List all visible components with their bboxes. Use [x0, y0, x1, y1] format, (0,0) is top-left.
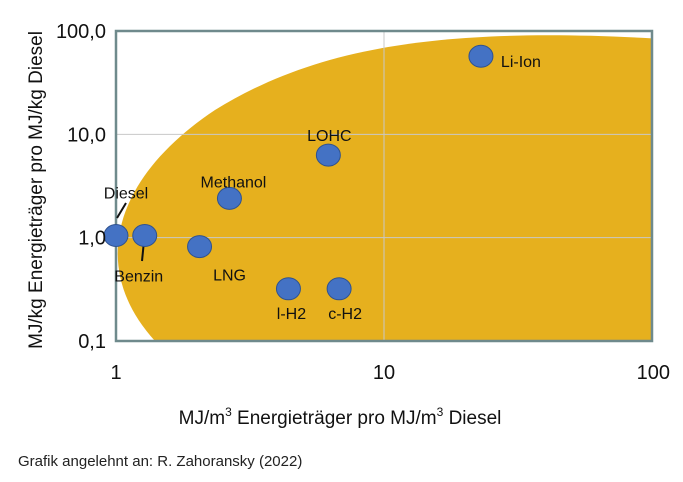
plot-area: Diesel Benzin LNG Methanol LOHC l-H2 c-H2 Li-Io… — [103, 29, 654, 343]
point-label-methanol: Methanol — [201, 174, 267, 191]
y-tick-labels: 0,1 1,0 10,0 100,0 — [56, 21, 106, 353]
point-label-lohc: LOHC — [307, 128, 351, 145]
x-tick-label-10: 10 — [373, 362, 395, 384]
x-axis-title-part-3: Diesel — [443, 408, 501, 429]
point-label-lng: LNG — [213, 268, 246, 285]
y-tick-label-1-0: 1,0 — [78, 228, 106, 250]
plot-frame — [114, 29, 654, 343]
point-label-c-h2: c-H2 — [328, 306, 362, 323]
x-axis-title-superscript-1: 3 — [225, 405, 232, 419]
source-note: Grafik angelehnt an: R. Zahoransky (2022… — [18, 453, 303, 470]
x-axis-title-part-2: Energieträger pro MJ/m — [232, 408, 437, 429]
y-tick-label-100-0: 100,0 — [56, 21, 106, 43]
x-tick-label-100: 100 — [637, 362, 670, 384]
point-li-ion — [468, 44, 494, 68]
x-axis-title: MJ/m3 Energieträger pro MJ/m3 Diesel — [179, 405, 502, 429]
point-label-benzin: Benzin — [114, 268, 163, 285]
y-tick-label-10-0: 10,0 — [67, 124, 106, 146]
point-c-h2 — [326, 277, 352, 301]
point-benzin — [132, 223, 158, 247]
point-lng — [187, 235, 213, 259]
point-lohc — [315, 143, 341, 167]
x-axis-title-superscript-2: 3 — [437, 405, 444, 419]
point-methanol — [216, 186, 242, 210]
y-axis-title: MJ/kg Energieträger pro MJ/kg Diesel — [26, 31, 47, 349]
x-tick-labels: 1 10 100 — [110, 362, 670, 384]
data-point-labels: Diesel Benzin LNG Methanol LOHC l-H2 c-H2 Li-Io… — [104, 54, 541, 323]
point-label-li-ion: Li-Ion — [501, 54, 541, 71]
point-diesel — [103, 223, 129, 247]
point-label-l-h2: l-H2 — [277, 306, 306, 323]
diesel-leader-line — [116, 202, 127, 219]
energy-density-region — [117, 35, 652, 341]
x-axis-title-part-1: MJ/m — [179, 408, 225, 429]
x-tick-label-1: 1 — [110, 362, 121, 384]
data-points — [103, 44, 494, 301]
y-tick-label-0-1: 0,1 — [78, 331, 106, 353]
point-label-diesel: Diesel — [104, 185, 148, 202]
point-l-h2 — [275, 277, 301, 301]
